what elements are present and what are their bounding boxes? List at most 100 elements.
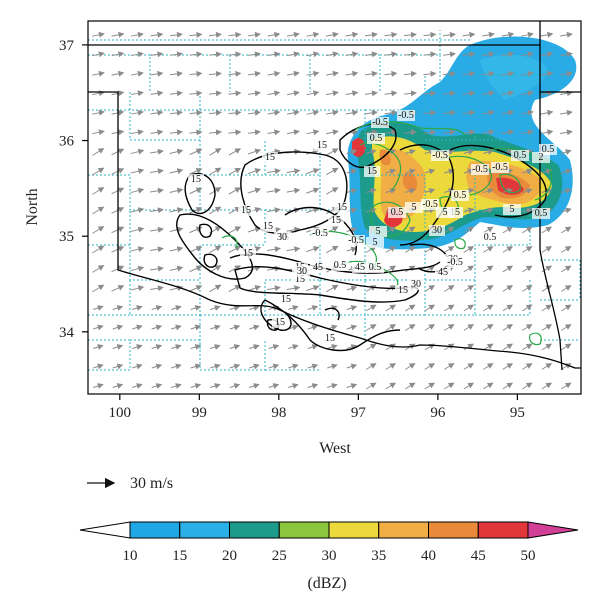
wind-arrow	[130, 285, 145, 292]
wind-arrow	[502, 324, 514, 331]
wind-arrow	[93, 383, 104, 389]
contour-label-bg	[471, 164, 489, 175]
wind-arrow	[131, 109, 144, 116]
wind-arrow	[444, 382, 455, 390]
wind-arrow	[247, 285, 262, 292]
wind-arrow	[522, 304, 533, 312]
wind-arrow	[483, 285, 494, 292]
wind-arrow	[463, 304, 475, 312]
contour-label-bg	[262, 152, 278, 163]
wind-arrow	[326, 129, 339, 136]
wind-arrow	[247, 109, 261, 116]
wind-arrow	[171, 324, 182, 331]
contour-label-bg	[352, 262, 368, 273]
wind-arrow	[111, 70, 125, 77]
wind-arrow	[522, 188, 533, 194]
wind-arrow	[502, 246, 514, 253]
wind-arrow	[169, 265, 184, 272]
wind-arrow	[364, 51, 378, 58]
wind-arrow	[502, 343, 514, 351]
contour-label-bg	[331, 260, 349, 271]
wind-arrow	[93, 363, 104, 370]
wind-arrow	[189, 207, 203, 214]
y-axis-label: North	[24, 188, 41, 225]
wind-arrow	[189, 168, 203, 175]
wind-arrow	[171, 305, 182, 311]
contour-label-bg	[367, 133, 385, 144]
green-contour-label: 2	[539, 152, 544, 163]
black-contour-label: 15	[367, 166, 377, 177]
wind-arrow	[130, 207, 145, 214]
y-axis: 34 35 36 37	[59, 38, 88, 341]
colorbar-tick-label: 30	[322, 548, 337, 564]
green-contour-label: 0.5	[514, 150, 527, 161]
wind-arrow	[442, 31, 456, 38]
wind-arrow	[130, 265, 145, 272]
wind-arrow	[540, 90, 554, 97]
wind-arrow	[189, 109, 203, 116]
contour-label-bg	[311, 228, 329, 239]
contour-label-bg	[397, 110, 415, 121]
green-contour-label: 5	[510, 204, 515, 215]
wind-arrow	[247, 31, 261, 38]
x-tick-label: 97	[351, 405, 367, 421]
wind-arrow	[405, 246, 416, 253]
colorbar-tick-label: 40	[421, 548, 436, 564]
contour-label-bg	[491, 162, 509, 173]
wind-arrow	[522, 382, 533, 390]
black-contour-label: 30	[411, 279, 421, 290]
wind-arrow	[189, 246, 203, 253]
wind-arrow	[502, 265, 514, 273]
wind-arrow	[228, 109, 242, 116]
wind-arrow	[228, 51, 242, 58]
green-contour-label: 0.5	[334, 260, 347, 271]
wind-arrow	[385, 188, 397, 194]
wind-arrow	[442, 51, 456, 58]
contour-label-bg	[447, 207, 463, 218]
wind-arrow	[403, 51, 417, 58]
wind-arrow	[345, 70, 359, 77]
wind-arrow	[366, 188, 377, 194]
black-contour-label: 15	[450, 207, 460, 218]
wind-arrow	[208, 90, 222, 97]
x-axis-label: West	[319, 440, 351, 457]
wind-arrow	[483, 343, 494, 351]
black-contour-label: 30	[277, 232, 287, 243]
wind-arrow	[247, 70, 261, 77]
wind-arrow	[149, 148, 164, 155]
wind-arrow	[306, 31, 320, 38]
wind-arrow	[150, 70, 164, 77]
contour-label-bg	[421, 199, 439, 210]
green-contour-label: -0.5	[432, 150, 448, 161]
wind-arrow	[247, 90, 261, 97]
wind-arrow	[405, 188, 416, 194]
wind-arrow	[559, 129, 573, 136]
wind-arrow	[423, 70, 437, 77]
wind-arrow	[130, 168, 145, 175]
wind-arrow	[306, 129, 320, 136]
wind-arrow	[463, 226, 475, 234]
wind-arrow	[384, 31, 398, 38]
wind-arrow	[228, 148, 242, 156]
contour-label-bg	[481, 232, 499, 243]
wind-arrow	[384, 90, 398, 97]
black-contour-label: 15	[317, 140, 327, 151]
wind-arrow	[92, 245, 105, 254]
wind-arrow	[423, 31, 437, 38]
wind-arrow	[267, 187, 281, 194]
colorbar-over	[527, 521, 579, 539]
wind-arrow	[561, 382, 572, 390]
wind-arrow	[190, 363, 202, 370]
wind-arrow	[169, 109, 183, 116]
green-contour-label: 0.5	[542, 144, 555, 155]
colorbar-tick-label: 15	[172, 548, 187, 564]
wind-arrow	[92, 90, 105, 97]
wind-arrow	[267, 207, 281, 214]
wind-arrow	[229, 305, 241, 311]
wind-arrow	[444, 363, 455, 370]
x-axis: 100 99 98 97 96 95	[109, 394, 525, 421]
wind-arrow	[403, 31, 417, 38]
wind-arrow	[228, 70, 242, 77]
wind-arrow	[326, 70, 339, 77]
wind-arrow	[385, 363, 397, 370]
